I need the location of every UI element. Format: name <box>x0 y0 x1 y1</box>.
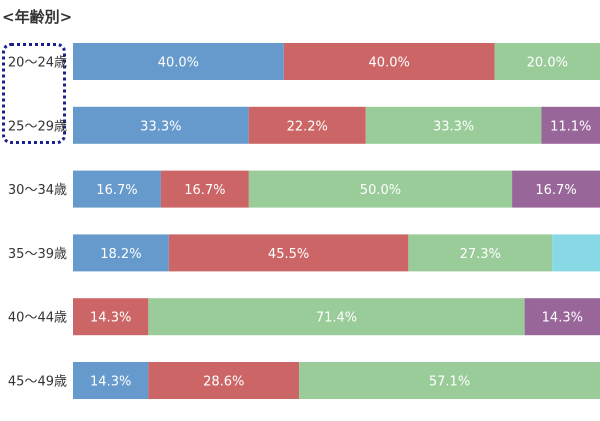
data-label: 20.0% <box>527 56 568 71</box>
bar-segment <box>160 170 249 208</box>
data-label: 22.2% <box>287 119 328 134</box>
data-label: 33.3% <box>140 119 181 134</box>
data-label: 14.3% <box>542 311 583 326</box>
data-label: 71.4% <box>316 311 357 326</box>
category-label: 35〜39歳 <box>8 247 67 262</box>
bar-segment <box>148 298 525 336</box>
bar-segment <box>168 234 409 272</box>
bar-segment <box>283 43 495 80</box>
bar-segment <box>512 170 600 208</box>
category-label: 25〜29歳 <box>8 119 67 134</box>
data-label: 18.2% <box>100 247 141 262</box>
category-label: 20〜24歳 <box>8 56 67 71</box>
category-label: 30〜34歳 <box>8 183 67 198</box>
data-label: 45.5% <box>268 247 309 262</box>
bar-segment <box>494 43 600 80</box>
data-label: 28.6% <box>203 375 244 390</box>
bar-segment <box>73 170 161 208</box>
bar-segment <box>73 362 149 399</box>
data-label: 16.7% <box>535 183 576 198</box>
bar-segment <box>365 106 542 144</box>
category-label: 45〜49歳 <box>8 375 67 390</box>
bar-segment <box>248 106 366 144</box>
bar-segment <box>248 170 513 208</box>
category-label: 40〜44歳 <box>8 311 67 326</box>
data-label: 11.1% <box>550 119 591 134</box>
data-label: 40.0% <box>158 56 199 71</box>
bar-segment <box>552 234 600 272</box>
bar-segment <box>73 234 169 272</box>
data-label: 14.3% <box>90 375 131 390</box>
data-label: 57.1% <box>429 375 470 390</box>
bar-segment <box>73 298 149 336</box>
bar-segment <box>541 106 600 144</box>
data-label: 33.3% <box>433 119 474 134</box>
data-label: 16.7% <box>184 183 225 198</box>
data-label: 16.7% <box>96 183 137 198</box>
data-label: 14.3% <box>90 311 131 326</box>
bar-segment <box>148 362 300 399</box>
bar-segment <box>299 362 600 399</box>
chart-title: <年齢別> <box>2 8 73 26</box>
bar-segment <box>408 234 553 272</box>
data-label: 40.0% <box>369 56 410 71</box>
bar-segment <box>524 298 600 336</box>
highlight-outline <box>2 43 66 144</box>
data-label: 27.3% <box>460 247 501 262</box>
bar-segment <box>73 43 284 80</box>
bar-segment <box>73 106 249 144</box>
data-label: 50.0% <box>360 183 401 198</box>
